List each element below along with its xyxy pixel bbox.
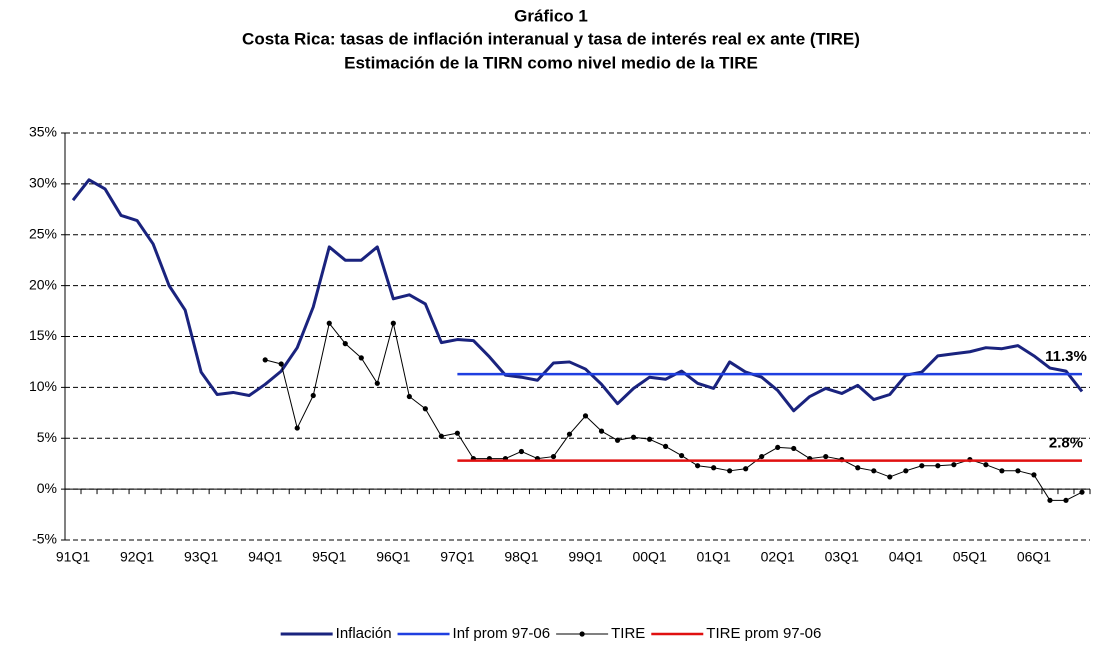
x-tick-label: 94Q1 (248, 549, 282, 565)
point (310, 392, 316, 399)
point (422, 406, 428, 412)
point (743, 466, 749, 472)
x-tick-label: 91Q1 (56, 549, 90, 565)
x-tick-label: 93Q1 (184, 549, 218, 565)
point (919, 463, 925, 469)
point (903, 468, 909, 474)
x-tick-label: 98Q1 (504, 549, 538, 565)
y-tick-label: 15% (29, 327, 57, 343)
point (951, 462, 957, 468)
chart-title: Costa Rica: tasas de inflación interanua… (242, 29, 860, 48)
point (999, 468, 1005, 474)
y-tick-label: 0% (37, 480, 57, 496)
x-tick-label: 99Q1 (568, 549, 602, 565)
legend-item: Inflación (280, 625, 392, 642)
point (326, 320, 332, 326)
x-tick-label: 97Q1 (440, 549, 474, 565)
point (550, 453, 557, 460)
point (438, 433, 444, 439)
legend-item: Inf prom 97-06 (397, 625, 551, 642)
point (679, 452, 685, 459)
x-tick-label: 96Q1 (376, 549, 410, 565)
point (454, 430, 460, 436)
point (566, 431, 573, 437)
y-tick-label: 20% (29, 276, 57, 292)
x-tick-label: 01Q1 (697, 549, 731, 565)
point (887, 474, 893, 480)
point (791, 445, 797, 452)
point (374, 380, 380, 386)
x-tick-label: 95Q1 (312, 549, 346, 565)
point (775, 444, 781, 451)
point (278, 361, 284, 367)
point (1015, 468, 1021, 474)
point (1063, 497, 1069, 503)
point (1079, 489, 1085, 495)
x-tick-label: 02Q1 (761, 549, 795, 565)
x-tick-label: 06Q1 (1017, 549, 1051, 565)
point (518, 448, 525, 455)
legend-item: TIRE prom 97-06 (651, 625, 821, 642)
legend-item: TIRE (556, 625, 645, 642)
point (935, 463, 941, 469)
point (342, 341, 348, 347)
series-line (265, 322, 1083, 501)
x-tick-label: 05Q1 (953, 549, 987, 565)
legend: Inflación Inf prom 97-06 TIRE TIRE prom 97-… (280, 625, 821, 642)
point (294, 425, 300, 431)
y-tick-label: -5% (32, 531, 57, 547)
chart-title: Gráfico 1 (514, 6, 588, 25)
point (1047, 497, 1053, 503)
point (1031, 472, 1037, 478)
point (871, 468, 877, 474)
legend-label: Inf prom 97-06 (453, 625, 551, 642)
chart-title: Estimación de la TIRN como nivel medio d… (344, 53, 758, 72)
point (614, 437, 621, 443)
point (582, 413, 589, 419)
point (823, 453, 829, 460)
point (390, 320, 396, 326)
point (855, 465, 861, 471)
legend-marker (579, 631, 585, 637)
point (983, 462, 989, 468)
point (711, 465, 717, 471)
x-tick-label: 04Q1 (889, 549, 923, 565)
point (662, 443, 669, 449)
data-label: 2.8% (1049, 435, 1083, 452)
data-label: 11.3% (1045, 348, 1087, 365)
x-tick-label: 03Q1 (825, 549, 859, 565)
legend-label: Inflación (336, 625, 392, 642)
point (759, 453, 765, 460)
x-tick-label: 92Q1 (120, 549, 154, 565)
point (630, 434, 637, 440)
legend-label: TIRE (611, 625, 645, 642)
y-tick-label: 30% (29, 175, 57, 191)
y-tick-label: 35% (29, 124, 57, 140)
point (358, 355, 364, 361)
y-tick-label: 10% (29, 378, 57, 394)
y-tick-label: 25% (29, 225, 57, 241)
point (727, 468, 733, 474)
point (646, 436, 653, 442)
legend-label: TIRE prom 97-06 (706, 625, 821, 642)
y-tick-label: 5% (37, 429, 57, 445)
point (262, 357, 268, 363)
series-line (71, 178, 1084, 413)
point (406, 393, 412, 400)
point (598, 428, 605, 434)
point (695, 463, 701, 469)
x-tick-label: 00Q1 (632, 549, 666, 565)
